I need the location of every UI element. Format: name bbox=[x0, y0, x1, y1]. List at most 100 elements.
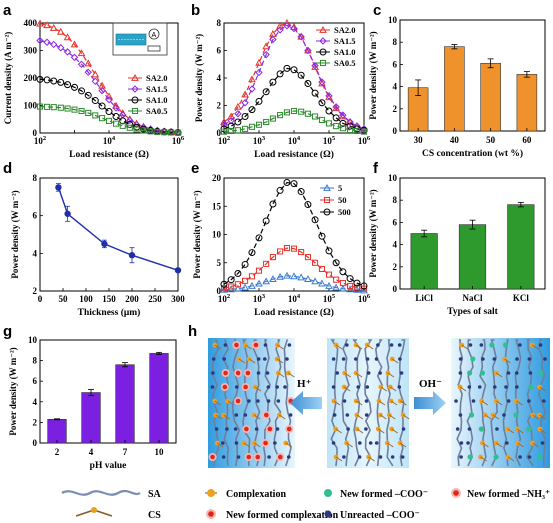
arrow-left-label: H⁺ bbox=[297, 378, 312, 390]
x-tick-label: 103 bbox=[253, 293, 266, 304]
unreacted-coo-dot bbox=[342, 399, 347, 403]
data-point bbox=[325, 281, 333, 289]
unreacted-coo-dot bbox=[234, 441, 239, 445]
data-point bbox=[220, 285, 228, 293]
x-axis-label: CS concentration (wt %) bbox=[422, 148, 523, 159]
x-tick-label: 102 bbox=[34, 135, 46, 146]
data-point bbox=[55, 184, 62, 191]
y-axis-label: Power density (W m⁻²) bbox=[8, 347, 18, 435]
data-point bbox=[64, 105, 71, 112]
data-point bbox=[283, 109, 291, 116]
y-tick-label: 15 bbox=[212, 201, 222, 211]
data-point bbox=[255, 58, 263, 66]
unreacted-coo-dot bbox=[467, 385, 472, 389]
data-point bbox=[140, 127, 147, 134]
data-point bbox=[64, 210, 71, 217]
data-point bbox=[333, 276, 340, 283]
legend-new-complexation: New formed complexation bbox=[226, 510, 339, 521]
data-point bbox=[234, 102, 242, 110]
series-line bbox=[57, 187, 179, 271]
data-point bbox=[57, 78, 65, 86]
data-point bbox=[312, 259, 319, 266]
data-point bbox=[318, 78, 326, 86]
data-point bbox=[71, 106, 78, 113]
cs-segment bbox=[215, 414, 223, 420]
x-tick-label: 40 bbox=[450, 135, 460, 145]
cs-segment bbox=[380, 414, 387, 420]
ammeter-icon: A bbox=[152, 32, 157, 39]
unreacted-coo-dot bbox=[364, 399, 369, 403]
new-complexation-dot bbox=[210, 454, 215, 460]
y-axis-label: Power density (W m⁻²) bbox=[192, 190, 202, 278]
y-tick-label: 10 bbox=[212, 230, 222, 240]
data-point bbox=[105, 96, 113, 104]
unreacted-coo-dot bbox=[331, 357, 336, 361]
unreacted-coo-dot bbox=[506, 399, 511, 403]
y-tick-label: 6 bbox=[393, 59, 398, 69]
data-point bbox=[70, 40, 79, 48]
unreacted-coo-dot bbox=[374, 441, 379, 445]
data-point bbox=[228, 127, 235, 134]
data-point bbox=[98, 102, 106, 110]
unreacted-coo-dot bbox=[481, 357, 485, 361]
unreacted-coo-dot bbox=[262, 357, 267, 361]
unreacted-coo-dot bbox=[356, 385, 361, 389]
unreacted-coo-dot bbox=[458, 371, 463, 375]
cs-segment bbox=[279, 414, 286, 420]
data-point bbox=[101, 240, 108, 248]
x-tick-label: 0 bbox=[38, 294, 43, 304]
y-tick-label: 4 bbox=[393, 82, 398, 92]
data-point bbox=[269, 35, 277, 44]
cs-segment bbox=[387, 372, 395, 378]
data-point bbox=[43, 21, 51, 29]
data-point bbox=[234, 269, 242, 277]
unreacted-coo-dot bbox=[459, 441, 464, 445]
circuit-inset: A bbox=[112, 22, 168, 56]
cs-segment bbox=[245, 344, 252, 350]
new-complexation-dot bbox=[235, 370, 241, 376]
legend-label: SA2.0 bbox=[334, 25, 356, 35]
x-tick-label: 300 bbox=[171, 294, 185, 304]
bar-40 bbox=[444, 46, 465, 132]
data-point bbox=[228, 283, 235, 290]
data-point bbox=[297, 188, 305, 196]
data-point bbox=[63, 33, 72, 41]
cs-segment bbox=[378, 400, 386, 406]
legend-marker bbox=[319, 37, 327, 45]
data-point bbox=[174, 129, 182, 136]
unreacted-coo-dot bbox=[243, 413, 248, 417]
legend-sa: SA bbox=[148, 489, 162, 500]
new-coo-dot bbox=[493, 454, 499, 460]
legend-marker bbox=[319, 25, 327, 33]
new-coo-dot bbox=[502, 342, 509, 348]
arrow-left-icon bbox=[290, 391, 322, 415]
chart-d-thickness: 2 4 6 8 0 50 100 150 200 250 300 Thickness (μm) Powe… bbox=[10, 173, 185, 318]
unreacted-coo-dot bbox=[364, 413, 369, 417]
cs-segment bbox=[238, 358, 246, 364]
data-point bbox=[153, 126, 162, 134]
data-point bbox=[339, 125, 346, 132]
unreacted-coo-dot bbox=[399, 371, 404, 375]
new-coo-dot bbox=[467, 454, 473, 460]
legend-complexation: Complexation bbox=[226, 489, 286, 500]
data-point bbox=[255, 267, 263, 274]
data-point bbox=[36, 36, 44, 45]
x-axis-label: Load resistance (Ω) bbox=[69, 149, 149, 160]
x-tick-label: 50 bbox=[486, 135, 496, 145]
cs-segment bbox=[346, 442, 353, 448]
sa-chain bbox=[490, 339, 498, 467]
cs-segment bbox=[253, 414, 261, 420]
data-point bbox=[49, 23, 58, 31]
unreacted-coo-dot bbox=[397, 385, 402, 389]
cs-segment bbox=[387, 442, 394, 448]
legend-marker bbox=[323, 208, 331, 216]
new-coo-dot bbox=[468, 412, 475, 418]
unreacted-coo-dot bbox=[504, 385, 508, 389]
unreacted-coo-dot bbox=[502, 413, 506, 417]
legend-unreacted-coo: Unreacted –COO⁻ bbox=[340, 510, 420, 521]
unreacted-coo-dot bbox=[518, 343, 522, 347]
data-point bbox=[105, 117, 113, 124]
x-axis-label: Thickness (μm) bbox=[78, 307, 141, 318]
data-point bbox=[105, 108, 113, 116]
